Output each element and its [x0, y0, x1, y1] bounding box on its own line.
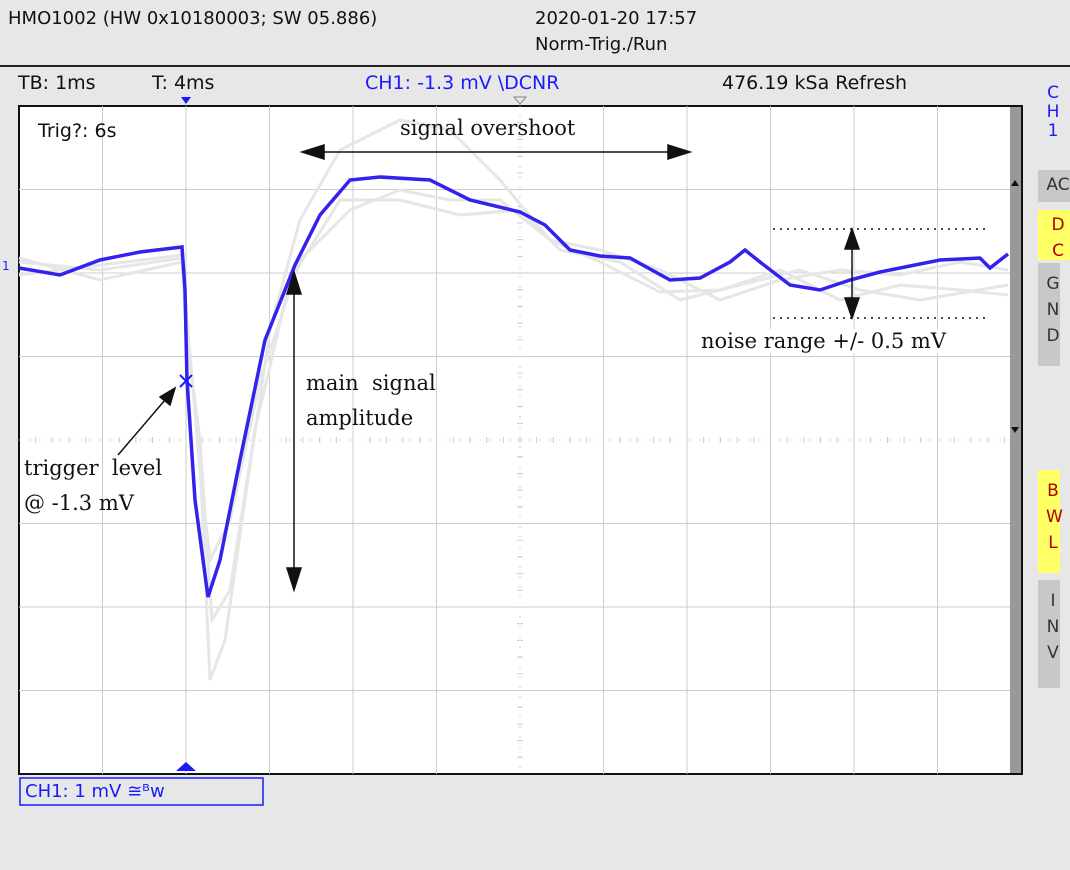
grid — [19, 106, 1021, 774]
center-marker — [512, 96, 528, 105]
header-line — [0, 65, 1070, 67]
trigger-time: T: 4ms — [152, 72, 215, 94]
side-button[interactable]: AC — [1038, 170, 1070, 202]
datetime: 2020-01-20 17:57 — [535, 8, 698, 29]
ground-marker: 1 — [2, 259, 10, 273]
annotation-arrows — [117, 143, 985, 593]
sample-rate: 476.19 kSa Refresh — [722, 72, 908, 94]
ghost-trace — [18, 198, 1009, 625]
side-button[interactable]: DC — [1038, 210, 1070, 261]
annotation: amplitude — [306, 406, 414, 430]
channel-scale: CH1: 1 mV ≅ᴮw — [25, 781, 165, 802]
side-button[interactable]: GND — [1038, 263, 1060, 366]
signal-trace — [18, 175, 1010, 598]
channel-box — [19, 777, 264, 806]
channel-setting: CH1: -1.3 mV \DCNR — [365, 72, 560, 94]
annotation: main signal — [306, 371, 436, 395]
trigger-marker — [179, 374, 193, 388]
trigger-status: Trig?: 6s — [38, 120, 117, 142]
annotation: @ -1.3 mV — [24, 491, 134, 515]
side-button[interactable]: BWL — [1038, 470, 1063, 573]
annotation: signal overshoot — [400, 116, 576, 140]
scrollbar — [1010, 107, 1021, 773]
device-info: HMO1002 (HW 0x10180003; SW 05.886) — [8, 8, 378, 29]
annotation: trigger level — [24, 456, 163, 480]
mode: Norm-Trig./Run — [535, 34, 668, 55]
timebase: TB: 1ms — [18, 72, 96, 94]
persistence-traces — [18, 118, 1009, 681]
annotation: noise range +/- 0.5 mV — [701, 329, 946, 353]
channel-label: CH1 — [1046, 83, 1060, 141]
side-button[interactable]: INV — [1038, 580, 1060, 688]
